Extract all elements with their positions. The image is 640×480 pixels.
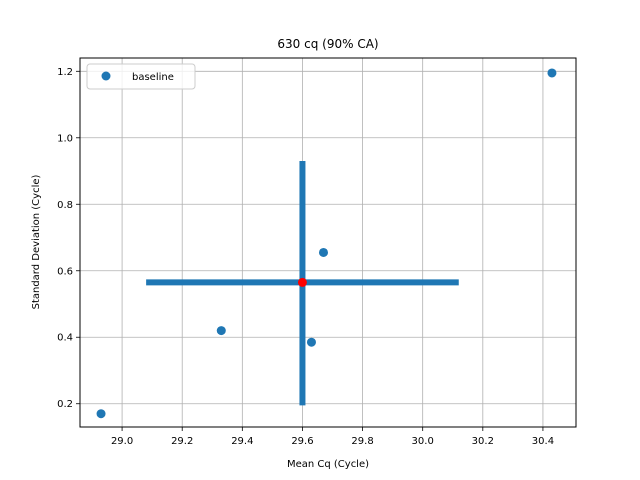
- data-point: [318, 247, 328, 257]
- grid-lines: [80, 58, 576, 427]
- y-tick-label: 0.8: [57, 200, 73, 211]
- legend-entry-baseline: baseline: [132, 72, 174, 83]
- legend-box: [86, 63, 196, 90]
- x-tick-label: 30.4: [532, 436, 554, 447]
- y-tick-label: 1.0: [57, 133, 73, 144]
- center-point: [297, 277, 307, 287]
- y-tick-label: 0.4: [57, 333, 73, 344]
- data-points: [96, 68, 557, 419]
- x-tick-label: 29.2: [171, 436, 193, 447]
- chart-title: 630 cq (90% CA): [277, 37, 378, 51]
- y-axis-ticks: 0.2 0.4 0.6 0.8 1.0 1.2: [57, 67, 80, 410]
- x-tick-label: 29.8: [351, 436, 373, 447]
- y-axis-label: Standard Deviation (Cycle): [31, 175, 42, 310]
- data-point: [216, 326, 226, 336]
- x-tick-label: 30.2: [472, 436, 494, 447]
- plot-frame: [79, 57, 577, 428]
- x-tick-label: 29.4: [231, 436, 253, 447]
- data-point: [306, 337, 316, 347]
- legend: baseline: [86, 63, 196, 90]
- data-point: [547, 68, 557, 78]
- y-tick-label: 0.6: [57, 266, 73, 277]
- legend-marker: [101, 71, 111, 81]
- x-axis-ticks: 29.0 29.2 29.4 29.6 29.8 30.0 30.2 30.4: [111, 427, 554, 447]
- x-tick-label: 29.6: [291, 436, 313, 447]
- y-tick-label: 0.2: [57, 399, 73, 410]
- x-axis-label: Mean Cq (Cycle): [287, 459, 369, 470]
- x-tick-label: 30.0: [412, 436, 434, 447]
- y-tick-label: 1.2: [57, 67, 73, 78]
- data-point: [96, 409, 106, 419]
- x-tick-label: 29.0: [111, 436, 133, 447]
